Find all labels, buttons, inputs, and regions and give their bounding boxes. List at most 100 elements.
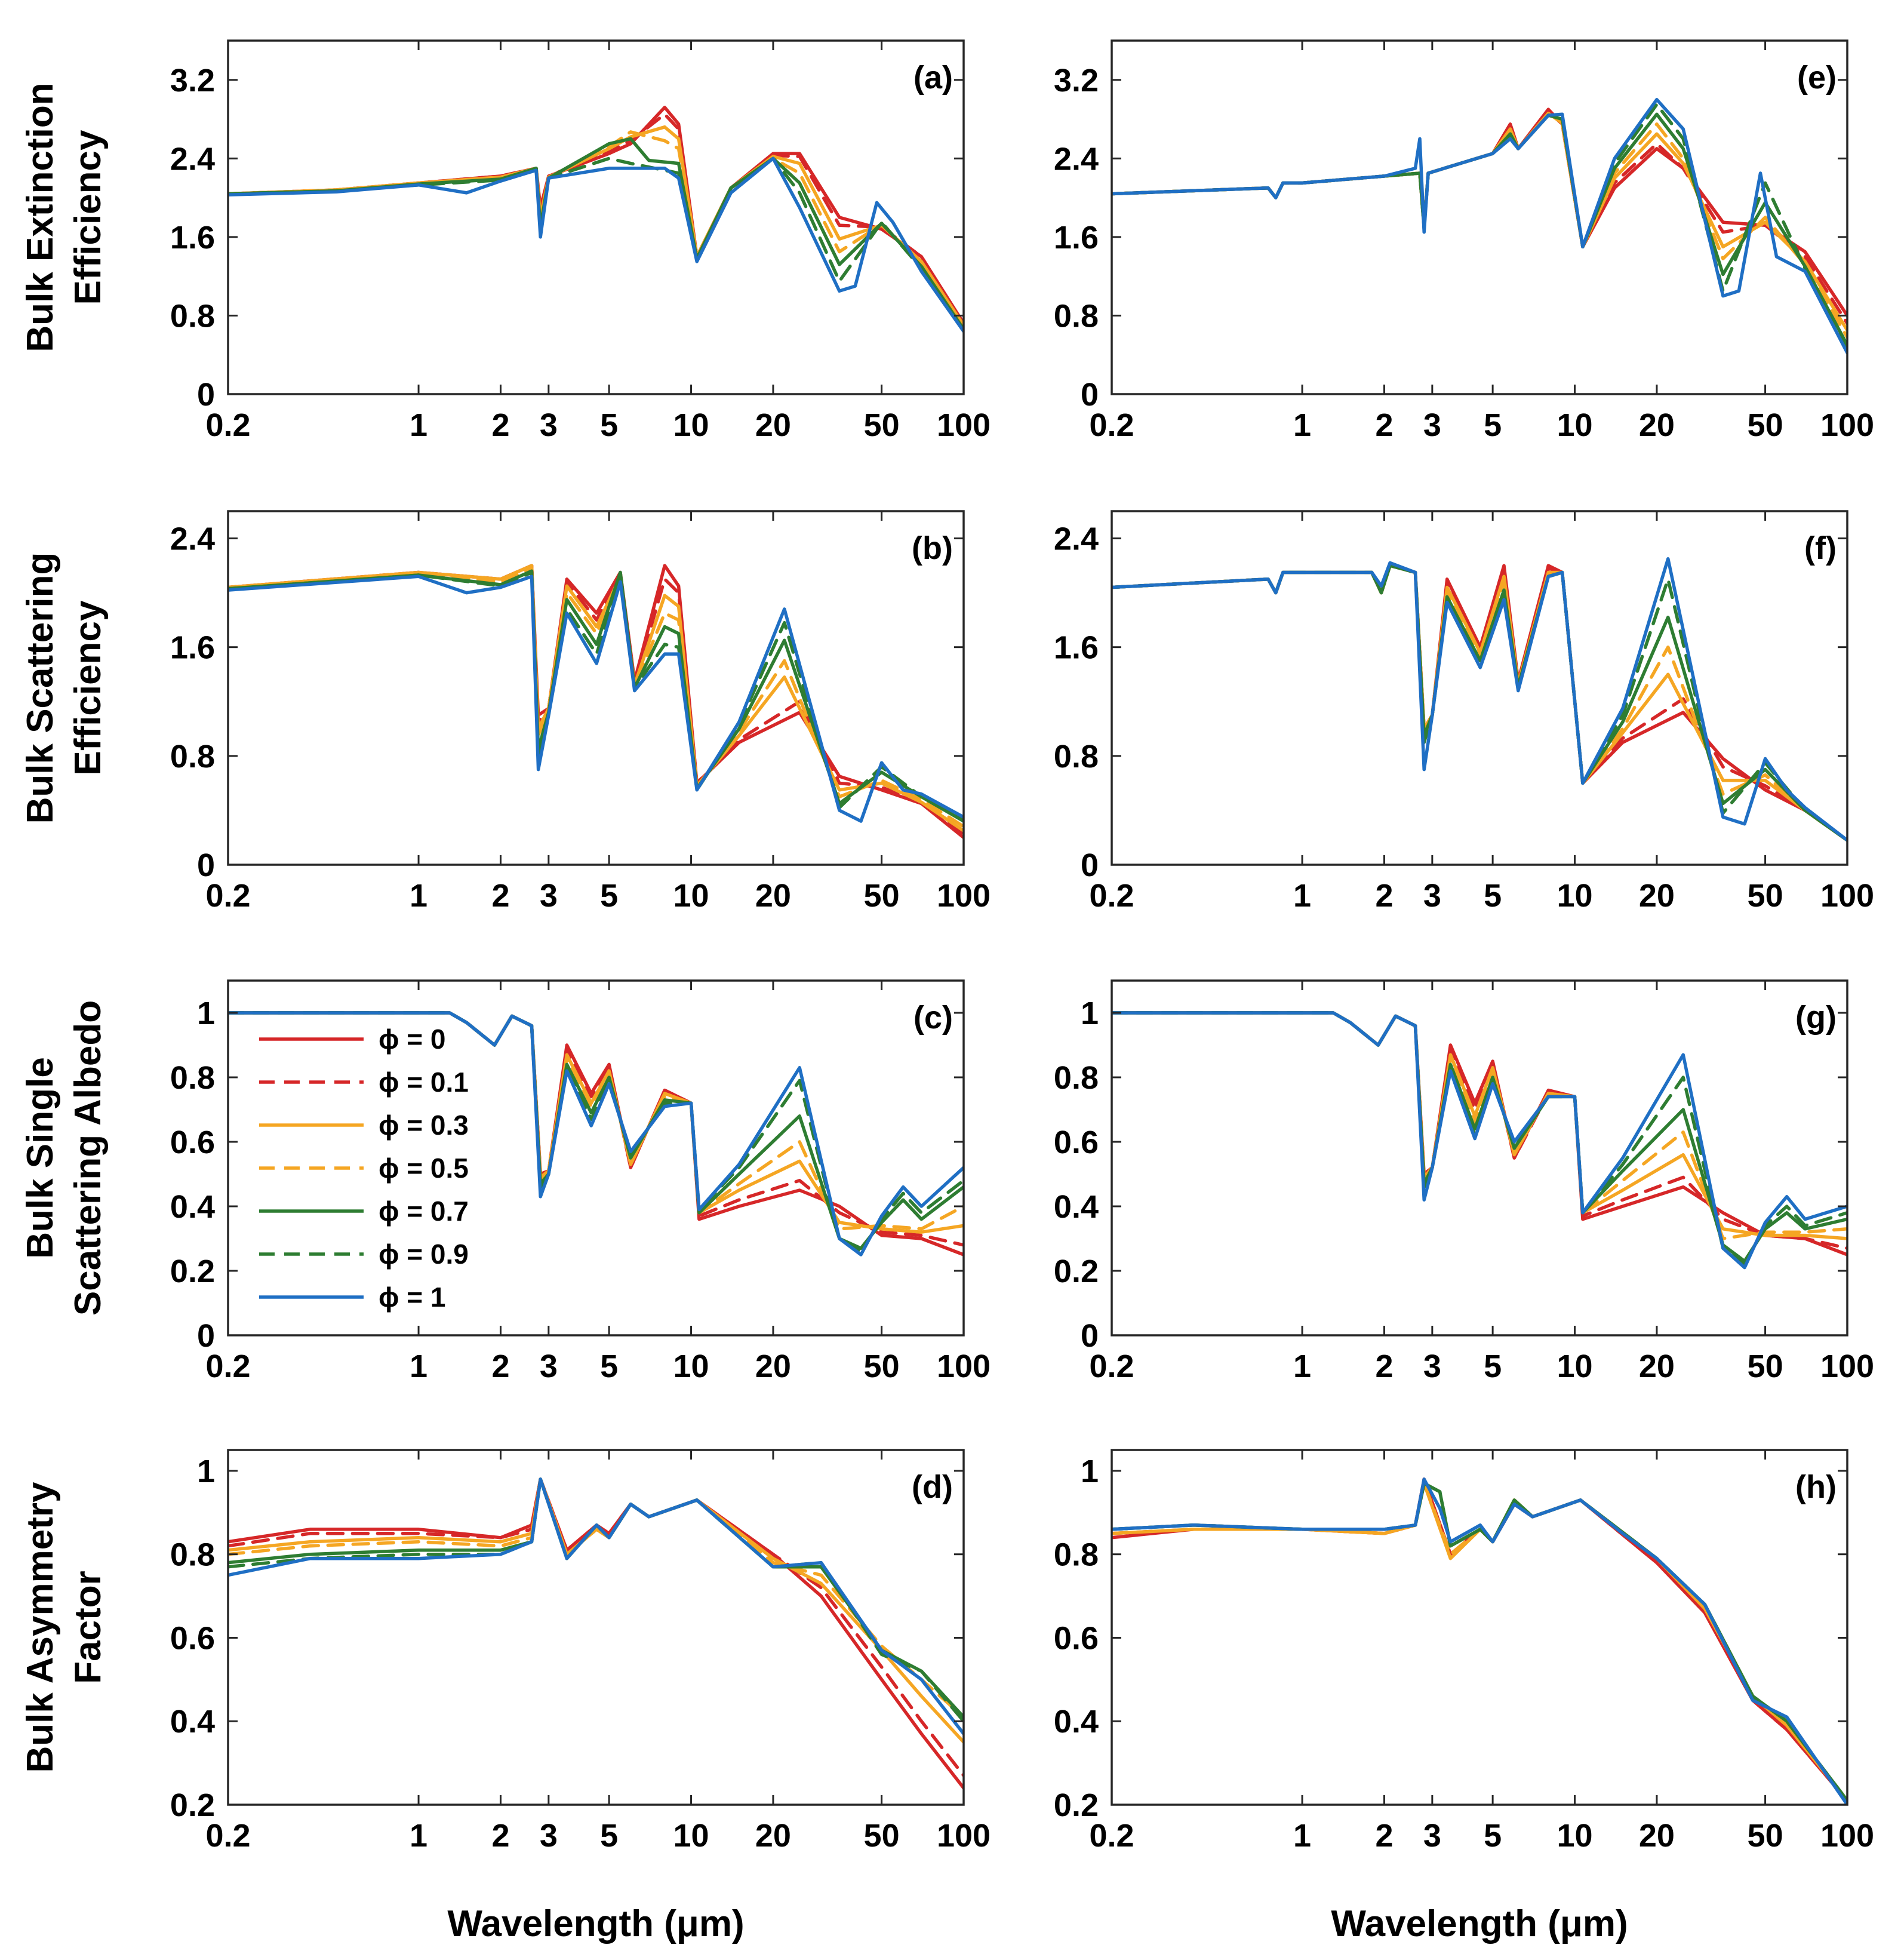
x-tick-label-h: 0.2 xyxy=(1089,1818,1134,1854)
series-line-d-1 xyxy=(228,1477,964,1777)
x-tick-label-h: 20 xyxy=(1639,1818,1675,1854)
x-tick-label-b: 3 xyxy=(540,878,558,914)
panel-a: 0.2 1 2 3 5 10 20 50 100 0 0.8 1.6 2.4 3.2 (a) Bulk Ext… xyxy=(20,39,991,443)
plot-frame-e xyxy=(1111,39,1848,395)
y-tick-label-e: 0.8 xyxy=(1054,298,1099,334)
x-tick-label-a: 50 xyxy=(864,407,900,443)
y-tick-label-g: 1 xyxy=(1081,996,1099,1031)
series-line-a-2 xyxy=(228,125,964,327)
series-line-e-5 xyxy=(1112,103,1847,352)
legend-label-3: ϕ = 0.5 xyxy=(379,1153,469,1184)
plot-frame-a xyxy=(227,39,965,395)
series-line-c-6 xyxy=(228,1011,964,1256)
panel-label-e: (e) xyxy=(1797,60,1837,96)
x-tick-label-a: 1 xyxy=(410,407,427,443)
panel-label-h: (h) xyxy=(1795,1469,1837,1505)
series-line-e-4 xyxy=(1112,112,1847,347)
y-tick-label-d: 0.4 xyxy=(170,1704,215,1740)
series-line-g-0 xyxy=(1112,1011,1847,1256)
plot-frame-b xyxy=(227,510,965,866)
x-tick-label-h: 2 xyxy=(1375,1818,1393,1854)
x-tick-label-g: 3 xyxy=(1423,1348,1441,1384)
y-tick-label-a: 1.6 xyxy=(170,220,215,256)
y-axis-label-d: Bulk Asymmetry xyxy=(20,1482,61,1773)
y-tick-label-a: 0 xyxy=(197,377,215,413)
series-group-d xyxy=(228,1477,964,1790)
series-line-f-3 xyxy=(1112,564,1847,842)
x-tick-label-e: 20 xyxy=(1639,407,1675,443)
y-tick-label-e: 1.6 xyxy=(1054,220,1099,256)
series-line-f-4 xyxy=(1112,564,1847,842)
series-line-a-4 xyxy=(228,137,964,331)
y-tick-label-b: 1.6 xyxy=(170,630,215,666)
x-tick-label-c: 5 xyxy=(600,1348,618,1384)
series-line-b-4 xyxy=(228,569,964,823)
y-axis-label-c: Scattering Albedo xyxy=(67,1000,109,1316)
series-line-g-5 xyxy=(1112,1011,1847,1266)
panel-d: 0.2 1 2 3 5 10 20 50 100 0.2 0.4 0.6 0.8 1 (d) Bulk Asy… xyxy=(20,1449,991,1944)
x-tick-label-d: 20 xyxy=(755,1818,791,1854)
x-tick-label-d: 5 xyxy=(600,1818,618,1854)
x-tick-label-f: 1 xyxy=(1293,878,1311,914)
y-tick-label-d: 1 xyxy=(197,1454,215,1489)
y-tick-label-h: 1 xyxy=(1081,1454,1099,1489)
series-line-a-3 xyxy=(228,130,964,329)
x-tick-label-f: 3 xyxy=(1423,878,1441,914)
series-line-d-5 xyxy=(228,1477,964,1723)
x-tick-label-f: 100 xyxy=(1820,878,1874,914)
x-tick-label-c: 100 xyxy=(937,1348,991,1384)
x-tick-label-g: 20 xyxy=(1639,1348,1675,1384)
x-tick-label-c: 3 xyxy=(540,1348,558,1384)
plot-frame-h xyxy=(1111,1449,1848,1806)
x-tick-label-f: 2 xyxy=(1375,878,1393,914)
series-line-b-0 xyxy=(228,564,964,840)
y-tick-label-f: 2.4 xyxy=(1054,521,1099,557)
x-tick-label-h: 3 xyxy=(1423,1818,1441,1854)
x-tick-label-e: 0.2 xyxy=(1089,407,1134,443)
y-tick-label-e: 0 xyxy=(1081,377,1099,413)
y-tick-label-c: 0.8 xyxy=(170,1060,215,1096)
series-line-f-0 xyxy=(1112,564,1847,842)
x-tick-label-c: 50 xyxy=(864,1348,900,1384)
plot-frame-f xyxy=(1111,510,1848,866)
y-tick-label-d: 0.6 xyxy=(170,1620,215,1656)
x-tick-label-g: 100 xyxy=(1820,1348,1874,1384)
series-line-h-6 xyxy=(1112,1477,1847,1805)
x-tick-label-d: 3 xyxy=(540,1818,558,1854)
legend-label-5: ϕ = 0.9 xyxy=(379,1239,469,1270)
panel-label-c: (c) xyxy=(913,1000,953,1036)
series-line-c-2 xyxy=(228,1011,964,1234)
x-tick-label-d: 2 xyxy=(491,1818,509,1854)
y-axis-label-a: Bulk Extinction xyxy=(20,82,61,352)
series-line-h-5 xyxy=(1112,1482,1847,1802)
y-tick-label-c: 0.2 xyxy=(170,1253,215,1289)
x-tick-label-a: 10 xyxy=(673,407,709,443)
y-tick-label-f: 0.8 xyxy=(1054,739,1099,775)
x-tick-label-b: 5 xyxy=(600,878,618,914)
x-tick-label-b: 20 xyxy=(755,878,791,914)
x-tick-label-h: 5 xyxy=(1484,1818,1502,1854)
y-tick-label-g: 0.2 xyxy=(1054,1253,1099,1289)
legend-label-2: ϕ = 0.3 xyxy=(379,1110,469,1141)
series-line-f-6 xyxy=(1112,557,1847,842)
x-tick-label-h: 10 xyxy=(1557,1818,1592,1854)
y-tick-label-c: 1 xyxy=(197,996,215,1031)
panel-label-g: (g) xyxy=(1795,1000,1837,1036)
y-tick-label-a: 2.4 xyxy=(170,141,215,177)
x-tick-label-f: 50 xyxy=(1748,878,1783,914)
y-tick-label-f: 0 xyxy=(1081,847,1099,883)
legend-label-1: ϕ = 0.1 xyxy=(379,1067,469,1098)
x-tick-label-a: 3 xyxy=(540,407,558,443)
x-tick-label-b: 100 xyxy=(937,878,991,914)
x-tick-label-g: 5 xyxy=(1484,1348,1502,1384)
plot-frame-g xyxy=(1111,979,1848,1337)
series-line-f-2 xyxy=(1112,564,1847,842)
legend-label-0: ϕ = 0 xyxy=(379,1024,445,1055)
x-tick-label-e: 5 xyxy=(1484,407,1502,443)
series-line-a-1 xyxy=(228,112,964,327)
plot-frame-c xyxy=(227,979,965,1337)
x-tick-label-b: 0.2 xyxy=(205,878,250,914)
y-tick-label-d: 0.8 xyxy=(170,1537,215,1573)
